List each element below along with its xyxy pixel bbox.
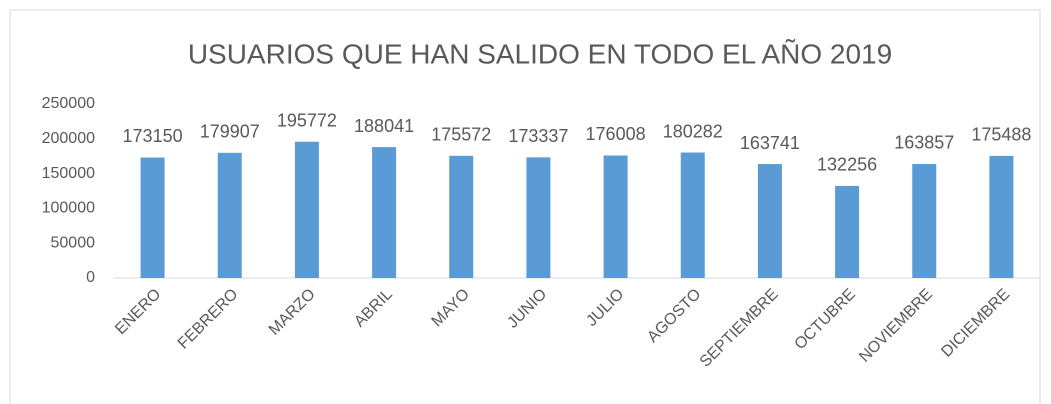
bar: [294, 141, 319, 278]
data-label: 132256: [817, 155, 877, 175]
data-label: 195772: [277, 110, 337, 130]
chart-border: [9, 9, 1041, 404]
y-tick-label: 150000: [42, 165, 95, 182]
data-label: 163857: [894, 133, 954, 153]
bar: [912, 163, 937, 278]
data-label: 173337: [508, 126, 568, 146]
data-label: 179907: [200, 122, 260, 142]
bar: [757, 164, 782, 278]
bar: [449, 155, 474, 278]
data-label: 175572: [431, 125, 491, 145]
data-label: 176008: [586, 124, 646, 144]
data-label: 188041: [354, 116, 414, 136]
data-label: 180282: [663, 121, 723, 141]
bar: [372, 147, 397, 278]
y-tick-label: 100000: [42, 200, 95, 217]
data-label: 173150: [123, 126, 183, 146]
bar: [680, 152, 705, 278]
y-tick-label: 250000: [42, 95, 95, 112]
bar: [989, 155, 1014, 278]
y-tick-label: 0: [86, 269, 95, 286]
data-label: 175488: [971, 125, 1031, 145]
data-label: 163741: [740, 133, 800, 153]
bar: [217, 152, 242, 278]
y-tick-label: 200000: [42, 130, 95, 147]
bar: [835, 185, 860, 278]
bar: [603, 155, 628, 278]
chart-title: USUARIOS QUE HAN SALIDO EN TODO EL AÑO 2…: [188, 38, 892, 69]
y-tick-label: 50000: [51, 234, 96, 251]
bar: [140, 157, 165, 278]
bar: [526, 157, 551, 278]
